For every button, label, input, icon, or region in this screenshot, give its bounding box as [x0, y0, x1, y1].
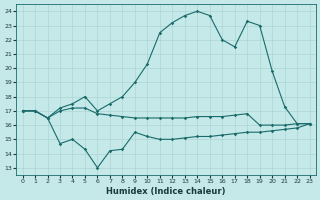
X-axis label: Humidex (Indice chaleur): Humidex (Indice chaleur)	[106, 187, 226, 196]
